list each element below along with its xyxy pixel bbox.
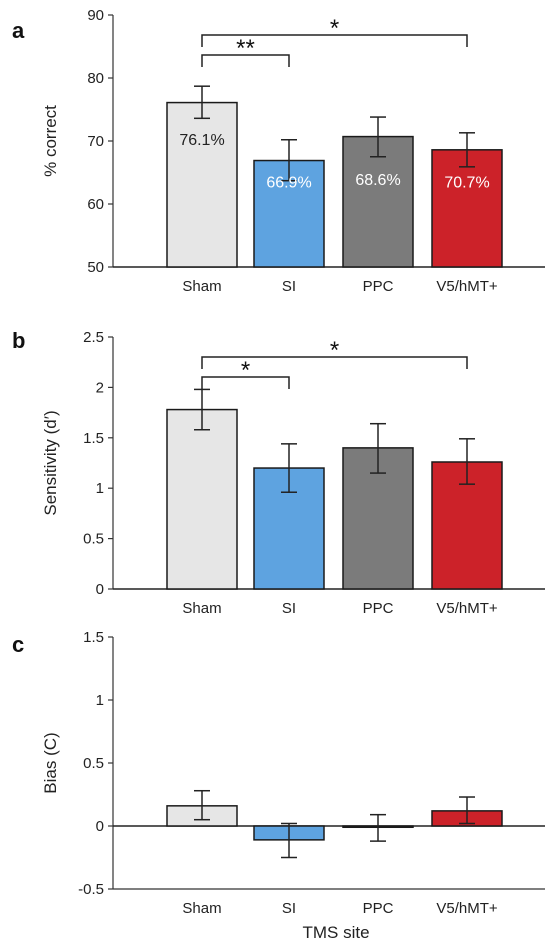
panel-b: b 0 0.5 1 1.5 2 2.5 Sensitivity (d′) Sham SI PPC V5… — [12, 328, 545, 617]
y-tick-label: -0.5 — [78, 881, 104, 898]
y-tick-label: 0.5 — [83, 531, 104, 548]
y-tick-label: 0 — [96, 581, 104, 598]
y-tick-label: 1.5 — [83, 430, 104, 447]
y-tick-label: 2.5 — [83, 329, 104, 346]
data-label: 76.1% — [179, 132, 224, 149]
x-tick-label: SI — [282, 278, 296, 295]
y-tick-label: 90 — [87, 7, 104, 24]
bar-V5/hMT+ — [431, 149, 503, 268]
x-tick-label: V5/hMT+ — [436, 278, 498, 295]
bar-Sham — [166, 408, 238, 590]
x-tick-label: PPC — [363, 278, 394, 295]
significance-label: * — [330, 337, 339, 364]
x-tick-label: Sham — [182, 278, 221, 295]
panel-a: a 50 60 70 80 90 % correct Sham SI PPC V5/hMT+ 76.1… — [12, 7, 545, 295]
panel-letter: c — [12, 632, 24, 657]
panel-c: c -0.5 0 0.5 1 1.5 Bias (C) Sham SI PPC V5/hMT+ — [12, 629, 545, 917]
y-tick-label: 60 — [87, 196, 104, 213]
x-tick-label: V5/hMT+ — [436, 900, 498, 917]
x-tick-label: Sham — [182, 600, 221, 617]
y-axis-title: Bias (C) — [41, 732, 60, 793]
significance-label: * — [330, 15, 339, 42]
y-tick-label: 0.5 — [83, 755, 104, 772]
significance-bracket — [201, 376, 290, 389]
x-tick-label: PPC — [363, 600, 394, 617]
x-tick-label: Sham — [182, 900, 221, 917]
x-tick-label: PPC — [363, 900, 394, 917]
x-tick-label: SI — [282, 900, 296, 917]
bar-PPC — [342, 135, 414, 268]
y-axis-title: % correct — [41, 105, 60, 177]
bar-Sham — [166, 101, 238, 268]
y-tick-label: 0 — [96, 818, 104, 835]
panel-letter: a — [12, 18, 25, 43]
y-tick-label: 1 — [96, 692, 104, 709]
significance-bracket — [201, 54, 290, 67]
data-label: 68.6% — [355, 172, 400, 189]
x-axis-title: TMS site — [302, 923, 369, 942]
y-axis-title: Sensitivity (d′) — [41, 410, 60, 515]
x-tick-label: SI — [282, 600, 296, 617]
y-tick-label: 2 — [96, 379, 104, 396]
significance-bracket — [201, 356, 468, 369]
panel-letter: b — [12, 328, 25, 353]
data-label: 66.9% — [266, 174, 311, 191]
significance-label: ** — [236, 35, 255, 62]
x-tick-label: V5/hMT+ — [436, 600, 498, 617]
significance-label: * — [241, 357, 250, 384]
y-tick-label: 50 — [87, 259, 104, 276]
y-tick-label: 70 — [87, 133, 104, 150]
y-tick-label: 80 — [87, 70, 104, 87]
y-tick-label: 1 — [96, 480, 104, 497]
significance-bracket — [201, 34, 468, 47]
data-label: 70.7% — [444, 174, 489, 191]
y-tick-label: 1.5 — [83, 629, 104, 646]
